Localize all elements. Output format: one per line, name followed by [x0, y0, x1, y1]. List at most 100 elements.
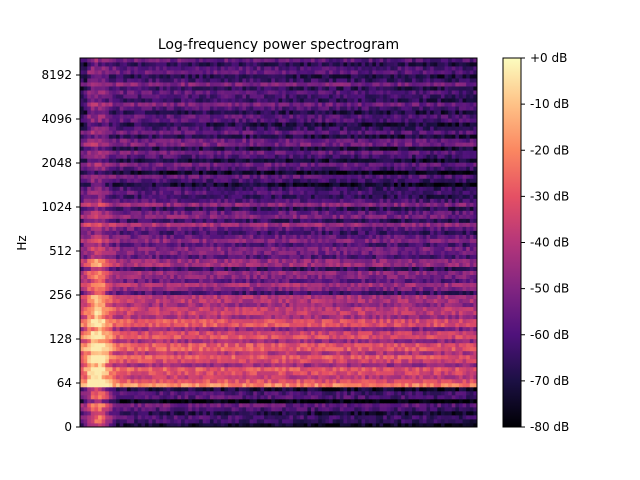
heatmap-cell [426, 322, 431, 328]
heatmap-cell [289, 398, 294, 404]
heatmap-cell [365, 250, 370, 255]
heatmap-cell [253, 298, 258, 304]
heatmap-cell [253, 346, 258, 352]
heatmap-cell [126, 266, 131, 271]
heatmap-cell [94, 370, 99, 376]
heatmap-cell [94, 346, 99, 352]
heatmap-cell [332, 246, 337, 251]
heatmap-cell [300, 338, 305, 344]
heatmap-cell [191, 274, 196, 279]
heatmap-cell [264, 298, 269, 304]
heatmap-cell [191, 342, 196, 348]
heatmap-cell [473, 366, 477, 372]
heatmap-cell [195, 366, 200, 372]
heatmap-cell [404, 250, 409, 255]
heatmap-cell [116, 394, 121, 400]
heatmap-cell [361, 382, 366, 388]
heatmap-cell [451, 278, 456, 284]
heatmap-cell [159, 270, 164, 275]
heatmap-cell [155, 350, 160, 356]
heatmap-cell [458, 382, 463, 388]
heatmap-cell [451, 362, 456, 368]
heatmap-cell [101, 346, 106, 352]
heatmap-cell [422, 422, 427, 427]
heatmap-cell [448, 374, 453, 380]
heatmap-cell [101, 306, 106, 312]
heatmap-cell [357, 278, 362, 284]
heatmap-cell [354, 274, 359, 279]
heatmap-cell [108, 286, 113, 292]
heatmap-cell [173, 330, 178, 336]
heatmap-cell [303, 354, 308, 360]
heatmap-cell [152, 394, 157, 400]
heatmap-cell [213, 350, 218, 356]
heatmap-cell [451, 294, 456, 300]
heatmap-cell [303, 290, 308, 296]
heatmap-cell [368, 262, 373, 267]
heatmap-cell [87, 254, 92, 259]
heatmap-cell [296, 398, 301, 404]
heatmap-cell [141, 378, 146, 384]
heatmap-cell [80, 374, 85, 380]
heatmap-cell [466, 254, 471, 259]
heatmap-cell [397, 258, 402, 263]
heatmap-cell [213, 406, 218, 412]
heatmap-cell [458, 362, 463, 368]
heatmap-cell [325, 310, 330, 316]
heatmap-cell [271, 282, 276, 288]
heatmap-cell [419, 374, 424, 380]
heatmap-cell [199, 406, 204, 412]
heatmap-cell [289, 246, 294, 251]
heatmap-cell [137, 402, 142, 408]
heatmap-cell [181, 334, 186, 340]
heatmap-cell [155, 398, 160, 404]
heatmap-cell [292, 402, 297, 408]
heatmap-cell [90, 350, 95, 356]
heatmap-cell [80, 410, 85, 416]
heatmap-cell [401, 302, 406, 308]
heatmap-cell [94, 358, 99, 364]
heatmap-cell [350, 414, 355, 420]
heatmap-cell [227, 306, 232, 312]
heatmap-cell [87, 302, 92, 308]
heatmap-cell [148, 294, 153, 300]
heatmap-cell [386, 346, 391, 352]
heatmap-cell [361, 274, 366, 279]
heatmap-cell [332, 286, 337, 292]
heatmap-cell [264, 362, 269, 368]
heatmap-cell [419, 398, 424, 404]
heatmap-cell [408, 370, 413, 376]
heatmap-cell [332, 406, 337, 412]
heatmap-cell [116, 330, 121, 336]
heatmap-cell [224, 410, 229, 416]
heatmap-cell [321, 366, 326, 372]
heatmap-cell [177, 306, 182, 312]
heatmap-cell [347, 326, 352, 332]
heatmap-cell [271, 370, 276, 376]
heatmap-cell [372, 414, 377, 420]
heatmap-cell [267, 394, 272, 400]
heatmap-cell [455, 274, 460, 279]
heatmap-cell [365, 294, 370, 300]
heatmap-cell [148, 346, 153, 352]
heatmap-cell [224, 346, 229, 352]
heatmap-cell [347, 346, 352, 352]
heatmap-cell [199, 298, 204, 304]
heatmap-cell [159, 294, 164, 300]
heatmap-cell [372, 314, 377, 320]
heatmap-cell [80, 242, 85, 247]
heatmap-cell [249, 262, 254, 267]
heatmap-cell [332, 422, 337, 427]
heatmap-cell [152, 342, 157, 348]
heatmap-cell [397, 410, 402, 416]
heatmap-cell [332, 354, 337, 360]
heatmap-cell [433, 250, 438, 255]
heatmap-cell [220, 418, 225, 424]
heatmap-cell [408, 262, 413, 267]
heatmap-cell [213, 282, 218, 288]
heatmap-cell [253, 370, 258, 376]
heatmap-cell [440, 366, 445, 372]
heatmap-cell [260, 338, 265, 344]
heatmap-cell [148, 386, 153, 392]
heatmap-cell [430, 290, 435, 296]
